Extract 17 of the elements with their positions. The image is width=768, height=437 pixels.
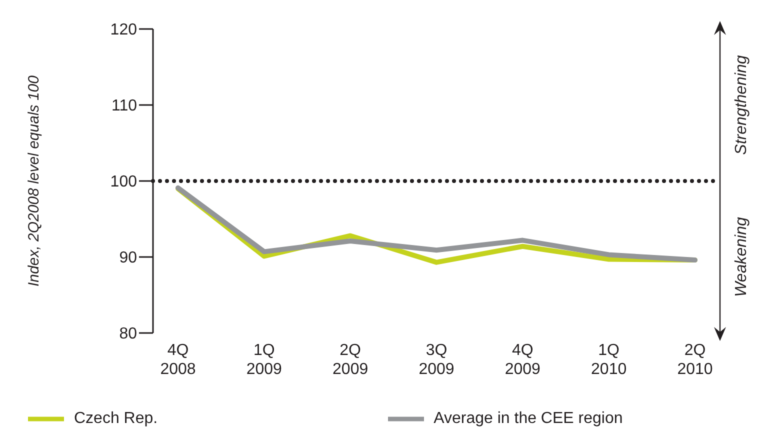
y-axis-title: Index, 2Q2008 level equals 100 <box>26 76 42 286</box>
y-tick-label: 80 <box>119 326 138 343</box>
x-tick-label: 2Q 2010 <box>677 342 713 378</box>
y-tick-label: 90 <box>119 250 138 267</box>
x-tick-label: 3Q 2009 <box>418 342 454 378</box>
text: Weakening <box>733 217 751 297</box>
legend-label: Average in the CEE region <box>434 410 623 428</box>
x-tick-label: 2Q 2009 <box>332 342 368 378</box>
y-tick-label: 110 <box>111 98 138 115</box>
x-tick-label: 4Q 2008 <box>160 342 196 378</box>
y-tick-label: 100 <box>110 174 138 191</box>
legend-label: Czech Rep. <box>74 410 158 428</box>
x-tick-label: 4Q 2009 <box>504 342 541 378</box>
y-tick-label: 120 <box>110 22 138 39</box>
text: Strengthening <box>733 55 751 155</box>
x-tick-label: 1Q 2010 <box>591 342 627 378</box>
x-tick-label: 1Q 2009 <box>246 342 282 378</box>
